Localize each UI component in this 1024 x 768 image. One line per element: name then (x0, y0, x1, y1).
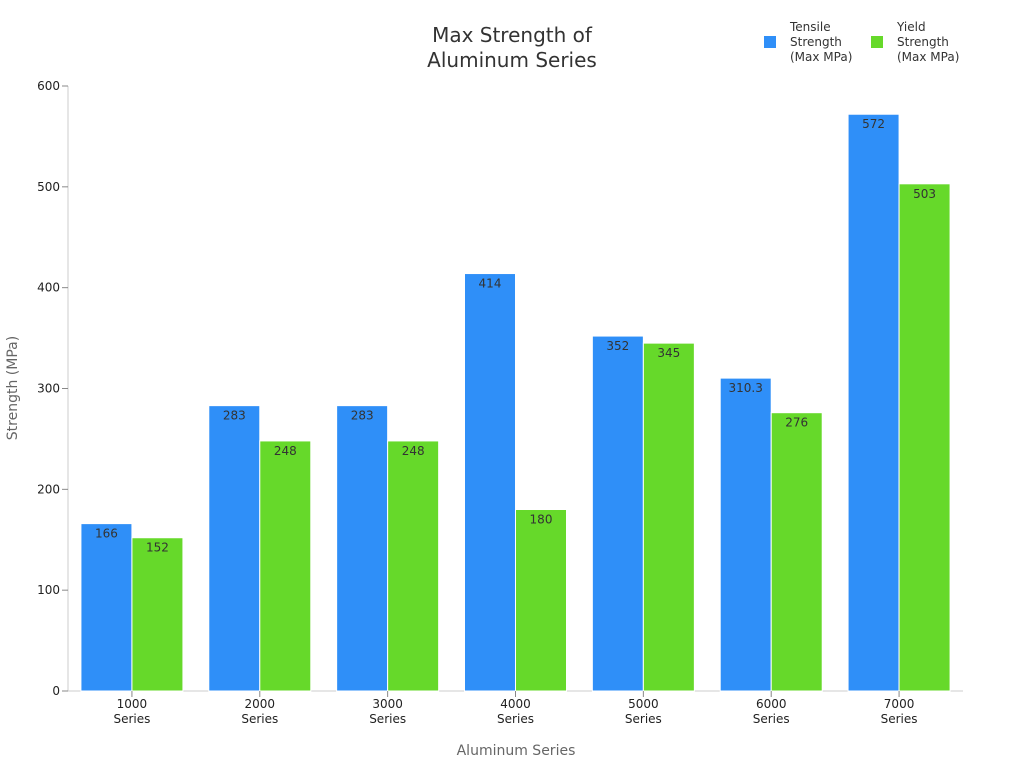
y-tick-label: 200 (37, 482, 60, 496)
data-label: 248 (274, 444, 297, 458)
legend-swatch (764, 36, 776, 48)
y-tick-label: 600 (37, 79, 60, 93)
data-label: 283 (223, 409, 246, 423)
bar (642, 342, 695, 692)
bar (80, 523, 133, 692)
x-tick-label: 3000 (372, 697, 403, 711)
x-axis-label: Aluminum Series (457, 743, 576, 759)
x-tick-label: Series (753, 712, 790, 726)
legend-label: (Max MPa) (897, 50, 959, 64)
y-tick-label: 300 (37, 382, 60, 396)
y-tick-label: 400 (37, 281, 60, 295)
legend-label: Strength (790, 35, 842, 49)
data-label: 352 (606, 339, 629, 353)
legend-swatch (871, 36, 883, 48)
x-tick-label: Series (369, 712, 406, 726)
data-label: 345 (657, 346, 680, 360)
x-tick-label: 4000 (500, 697, 531, 711)
data-label: 414 (479, 277, 502, 291)
bar (464, 273, 516, 692)
legend-label: Yield (896, 20, 926, 34)
bar (259, 440, 312, 692)
data-label: 180 (530, 513, 553, 527)
bar (770, 412, 823, 692)
bar (336, 405, 389, 692)
bar (387, 440, 440, 692)
bar (515, 509, 567, 692)
x-tick-label: 6000 (756, 697, 787, 711)
bar (847, 113, 900, 692)
x-tick-label: 5000 (628, 697, 659, 711)
bar (131, 537, 184, 692)
x-tick-label: 7000 (884, 697, 915, 711)
x-tick-label: 1000 (117, 697, 148, 711)
chart-title: Aluminum Series (427, 48, 597, 72)
data-label: 310.3 (729, 381, 763, 395)
y-tick-label: 0 (52, 684, 60, 698)
x-tick-label: Series (497, 712, 534, 726)
y-tick-label: 500 (37, 180, 60, 194)
data-label: 503 (913, 187, 936, 201)
x-tick-label: Series (881, 712, 918, 726)
y-axis-label: Strength (MPa) (5, 336, 21, 440)
bar (898, 183, 951, 692)
bar (591, 335, 644, 692)
x-tick-label: 2000 (245, 697, 276, 711)
x-tick-label: Series (625, 712, 662, 726)
legend-label: Tensile (789, 20, 831, 34)
data-label: 283 (351, 409, 374, 423)
data-label: 276 (785, 416, 808, 430)
legend-label: Strength (897, 35, 949, 49)
legend-label: (Max MPa) (790, 50, 852, 64)
bar (208, 405, 261, 692)
data-label: 572 (862, 117, 885, 131)
data-label: 152 (146, 541, 169, 555)
chart-title: Max Strength of (432, 23, 593, 47)
bar (719, 377, 772, 692)
x-tick-label: Series (241, 712, 278, 726)
data-label: 166 (95, 527, 118, 541)
x-tick-label: Series (113, 712, 150, 726)
y-tick-label: 100 (37, 583, 60, 597)
data-label: 248 (402, 444, 425, 458)
